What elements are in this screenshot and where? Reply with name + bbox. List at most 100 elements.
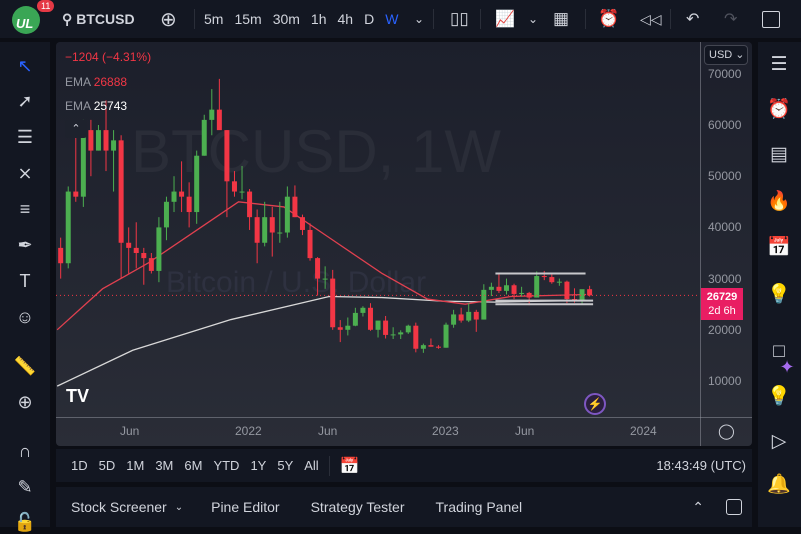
- chart-pane[interactable]: BTCUSD, 1W Bitcoin / U.S. Dollar −1204 (…: [56, 42, 752, 446]
- goto-date-icon[interactable]: 📅: [339, 457, 360, 475]
- candle-body: [413, 325, 419, 349]
- lightning-icon[interactable]: ⚡: [584, 393, 606, 415]
- settings-icon[interactable]: ◯: [718, 423, 735, 440]
- time-tick: 2022: [235, 424, 262, 438]
- undo-icon[interactable]: ↶: [686, 11, 700, 28]
- fib-icon[interactable]: ☰: [16, 127, 34, 147]
- alert-icon[interactable]: ⏰: [598, 9, 620, 28]
- candle-body: [564, 281, 570, 300]
- ai-sparkle-icon[interactable]: ✦: [779, 357, 795, 377]
- candle-body: [126, 242, 132, 248]
- ema-fast-legend[interactable]: EMA 26888: [65, 75, 127, 89]
- chevron-down-icon[interactable]: ⌄: [174, 501, 184, 513]
- interval-list: 5m 15m 30m 1h 4h D W: [204, 0, 398, 38]
- magnet-icon[interactable]: ∩: [18, 441, 32, 461]
- price-chart[interactable]: BTCUSD, 1W Bitcoin / U.S. Dollar: [56, 42, 752, 446]
- price-tick: 40000: [708, 220, 742, 235]
- range-3m[interactable]: 3M: [155, 458, 174, 473]
- chevron-up-icon[interactable]: ⌃: [692, 498, 704, 515]
- indicators-dropdown-icon[interactable]: ⌄: [528, 12, 539, 26]
- ema-slow-legend[interactable]: EMA 25743: [65, 99, 127, 113]
- interval-1h[interactable]: 1h: [310, 11, 327, 27]
- tab-trading-panel[interactable]: Trading Panel: [435, 499, 523, 515]
- candle-body: [534, 276, 540, 298]
- layouts-icon[interactable]: ▦: [553, 9, 570, 28]
- interval-D[interactable]: D: [364, 11, 375, 27]
- cursor-icon[interactable]: ↖: [17, 56, 33, 76]
- range-5d[interactable]: 5D: [98, 458, 116, 473]
- ideas-lightbulb-icon[interactable]: 💡: [767, 284, 791, 305]
- candle-body: [345, 325, 351, 330]
- candle-body: [579, 289, 585, 301]
- bar-countdown: 2d 6h: [708, 305, 736, 317]
- range-ytd[interactable]: YTD: [213, 458, 240, 473]
- notifications-bell-icon[interactable]: 🔔: [767, 474, 791, 495]
- ema-fast-value: 26888: [93, 75, 128, 89]
- candle-body: [473, 311, 479, 320]
- text-icon[interactable]: T: [19, 271, 31, 291]
- interval-W[interactable]: W: [385, 11, 399, 27]
- news-list-icon[interactable]: ▤: [770, 144, 788, 165]
- interval-5m[interactable]: 5m: [204, 11, 224, 27]
- watchlist-icon[interactable]: ☰: [770, 54, 788, 75]
- replay-icon[interactable]: ◁◁: [640, 10, 662, 27]
- indicators-icon[interactable]: 📈: [495, 11, 515, 28]
- calendar-icon[interactable]: 📅: [767, 237, 791, 258]
- candle-body: [466, 311, 472, 321]
- alarm-clock-icon[interactable]: ⏰: [767, 99, 791, 120]
- candle-body: [337, 327, 343, 330]
- brush-icon[interactable]: ✒: [17, 235, 33, 255]
- hotlist-flame-icon[interactable]: 🔥: [767, 191, 791, 212]
- range-1d[interactable]: 1D: [71, 458, 88, 473]
- currency-select[interactable]: USD ⌄: [704, 45, 748, 65]
- collapse-legend-button[interactable]: ⌃: [65, 120, 87, 138]
- user-avatar[interactable]: UL: [12, 6, 40, 34]
- time-tick: Jun: [120, 424, 140, 438]
- streams-icon[interactable]: 💡: [767, 386, 791, 407]
- candle-body: [420, 345, 426, 349]
- range-1m[interactable]: 1M: [126, 458, 145, 473]
- candle-body: [148, 258, 154, 271]
- range-all[interactable]: All: [304, 458, 319, 473]
- tab-stock-screener[interactable]: Stock Screener: [71, 499, 167, 515]
- broadcast-play-icon[interactable]: ▷: [771, 431, 787, 452]
- tab-strategy-tester[interactable]: Strategy Tester: [310, 499, 405, 515]
- interval-15m[interactable]: 15m: [234, 11, 262, 27]
- watermark-description: Bitcoin / U.S. Dollar: [166, 266, 426, 299]
- range-1y[interactable]: 1Y: [250, 458, 267, 473]
- fullscreen-icon[interactable]: [762, 0, 780, 38]
- candle-body: [254, 217, 260, 243]
- range-5y[interactable]: 5Y: [277, 458, 294, 473]
- candle-body: [141, 253, 147, 259]
- chat-icon[interactable]: □: [773, 341, 785, 362]
- lock-drawings-icon[interactable]: ✎: [17, 477, 33, 497]
- candles-icon[interactable]: ▯▯: [450, 9, 469, 28]
- candle-body: [322, 278, 328, 280]
- tab-pine-editor[interactable]: Pine Editor: [211, 499, 280, 515]
- last-price: 26729: [706, 291, 738, 303]
- lock-icon[interactable]: 🔓: [13, 512, 37, 532]
- candle-body: [292, 196, 298, 218]
- maximize-panel-icon[interactable]: [726, 499, 742, 515]
- pattern-icon[interactable]: ⨯: [17, 163, 33, 183]
- trend-line-icon[interactable]: ➚: [17, 91, 33, 111]
- zoom-icon[interactable]: ⊕: [17, 392, 33, 412]
- candle-body: [216, 109, 222, 131]
- candle-body: [156, 227, 162, 271]
- emoji-icon[interactable]: ☺: [15, 307, 35, 327]
- ruler-icon[interactable]: 📏: [13, 356, 37, 376]
- range-6m[interactable]: 6M: [184, 458, 203, 473]
- candle-body: [186, 196, 192, 213]
- watermark-symbol: BTCUSD, 1W: [131, 118, 501, 185]
- symbol-search[interactable]: ⚲ BTCUSD: [62, 0, 135, 38]
- interval-dropdown-icon[interactable]: ⌄: [414, 12, 425, 26]
- redo-icon[interactable]: ↷: [724, 11, 738, 28]
- interval-4h[interactable]: 4h: [337, 11, 354, 27]
- candle-body: [315, 258, 321, 279]
- projection-icon[interactable]: ≡: [19, 199, 31, 219]
- compare-add-icon[interactable]: ⊕: [160, 8, 177, 31]
- clock[interactable]: 18:43:49 (UTC): [656, 458, 746, 473]
- candle-body: [390, 334, 396, 336]
- interval-30m[interactable]: 30m: [272, 11, 300, 27]
- price-tick: 60000: [708, 118, 742, 132]
